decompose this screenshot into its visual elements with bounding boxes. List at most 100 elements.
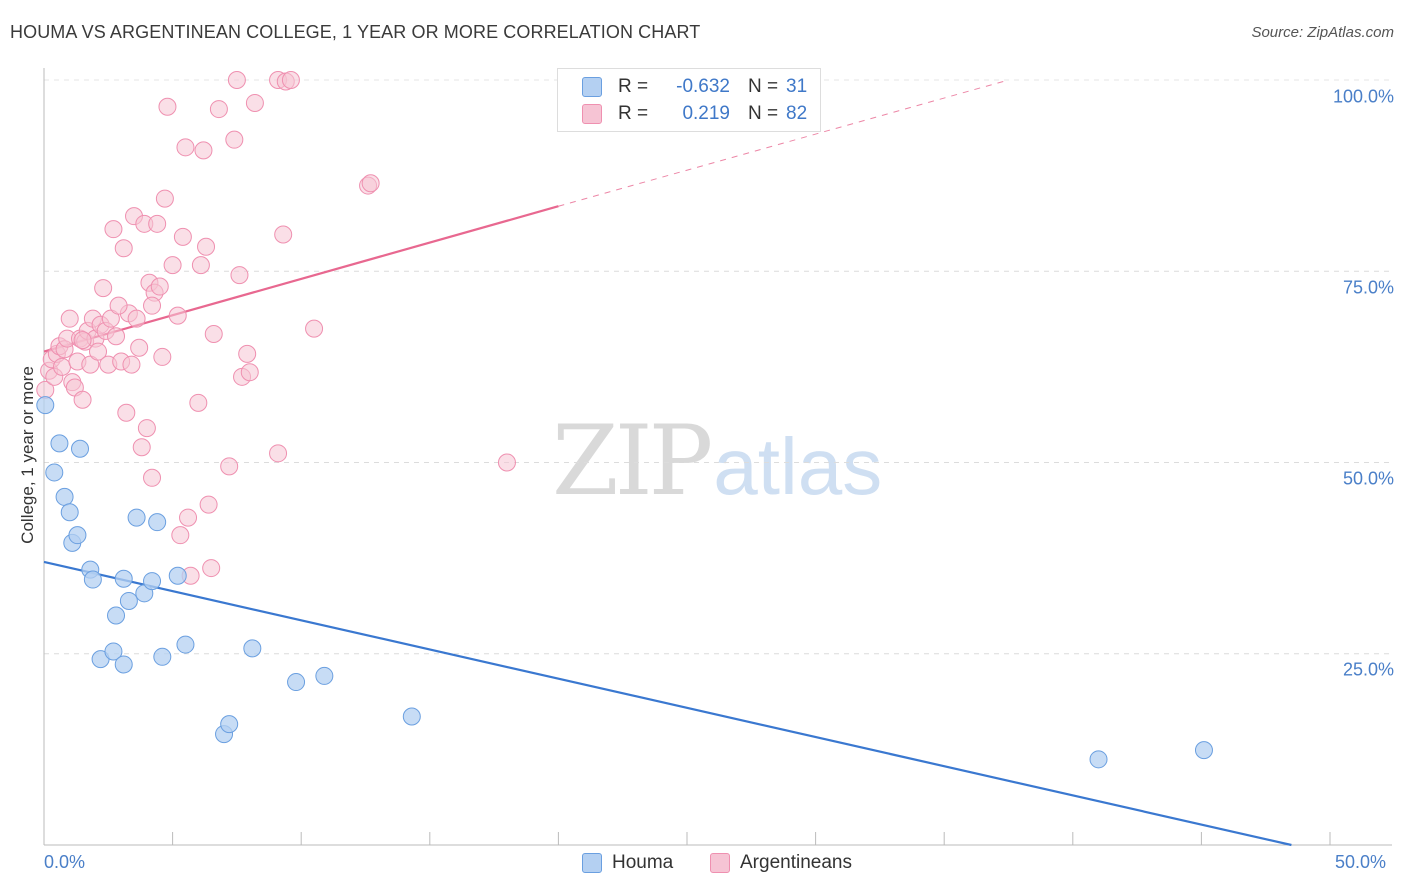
legend-n-value: 31 xyxy=(786,76,808,97)
argentineans-point xyxy=(274,225,293,244)
houma-point xyxy=(176,635,195,654)
argentineans-point xyxy=(155,189,174,208)
legend-argentineans-label: Argentineans xyxy=(740,852,852,873)
houma-point xyxy=(1089,750,1108,769)
houma-point xyxy=(68,526,87,545)
argentineans-point xyxy=(179,508,198,527)
argentineans-point xyxy=(148,214,167,233)
argentineans-point xyxy=(127,309,146,328)
houma-point xyxy=(114,655,133,674)
legend-item-houma[interactable]: Houma xyxy=(582,852,673,874)
argentineans-point xyxy=(305,319,324,338)
legend-n-value: 82 xyxy=(786,103,808,124)
source-label: Source: ZipAtlas.com xyxy=(1251,24,1394,41)
argentineans-point xyxy=(73,331,92,350)
legend-houma-label: Houma xyxy=(612,852,674,873)
chart-title: HOUMA VS ARGENTINEAN COLLEGE, 1 YEAR OR … xyxy=(10,22,701,42)
argentineans-point xyxy=(117,403,136,422)
houma-point xyxy=(50,434,69,453)
houma-point xyxy=(60,503,79,522)
houma-points xyxy=(36,396,1213,769)
houma-point xyxy=(107,606,126,625)
argentineans-point xyxy=(150,277,169,296)
argentineans-point xyxy=(137,419,156,438)
legend-n-label: N = xyxy=(748,76,779,97)
argentineans-point xyxy=(104,220,123,239)
houma-point xyxy=(83,570,102,589)
houma-point xyxy=(104,642,123,661)
houma-point xyxy=(153,647,172,666)
houma-point xyxy=(1194,741,1213,760)
argentineans-point xyxy=(109,296,128,315)
legend-item-argentineans[interactable]: Argentineans xyxy=(710,852,852,874)
argentineans-point xyxy=(89,342,108,361)
argentineans-point xyxy=(73,390,92,409)
x-tick-label: 0.0% xyxy=(44,852,86,872)
argentineans-point xyxy=(153,347,172,366)
series-legend: Houma Argentineans xyxy=(0,852,1406,876)
legend-r-label: R = xyxy=(618,76,649,97)
watermark-zip: ZIP xyxy=(552,405,713,517)
argentineans-point xyxy=(107,327,126,346)
argentineans-point xyxy=(209,100,228,119)
y-tick-label: 75.0% xyxy=(1342,277,1394,298)
legend-r-label: R = xyxy=(618,103,649,124)
houma-point xyxy=(45,463,64,482)
houma-point xyxy=(220,715,239,734)
argentineans-points xyxy=(36,71,516,585)
argentineans-point xyxy=(191,256,210,275)
axes xyxy=(43,68,1392,846)
argentineans-point xyxy=(245,93,264,112)
argentineans-point xyxy=(269,444,288,463)
argentineans-point xyxy=(281,71,300,89)
trend-lines xyxy=(43,79,1292,847)
argentineans-point xyxy=(227,71,246,89)
argentineans-point xyxy=(238,344,257,363)
argentineans-swatch-icon xyxy=(710,853,730,873)
y-tick-label: 100.0% xyxy=(1332,86,1394,107)
argentineans-point xyxy=(197,237,216,256)
argentineans-point xyxy=(158,97,177,116)
argentineans-point xyxy=(60,309,79,328)
argentineans-point xyxy=(143,468,162,487)
argentineans-point xyxy=(204,324,223,343)
correlation-legend: R = -0.632 N = 31 R = 0.219 N = 82 xyxy=(557,68,821,132)
argentineans-point xyxy=(114,239,133,258)
houma-point xyxy=(315,666,334,685)
argentineans-point xyxy=(171,526,190,545)
argentineans-point xyxy=(168,306,187,325)
argentineans-point xyxy=(189,393,208,412)
houma-point xyxy=(243,639,262,658)
houma-point xyxy=(168,566,187,585)
argentineans-point xyxy=(220,457,239,476)
y-tick-label: 25.0% xyxy=(1342,659,1394,680)
argentineans-point xyxy=(497,453,516,472)
argentineans-point xyxy=(176,138,195,157)
argentineans-swatch-icon xyxy=(582,104,602,124)
houma-point xyxy=(287,673,306,692)
argentineans-trend-line xyxy=(43,205,559,353)
argentineans-point xyxy=(132,438,151,457)
houma-trend-line xyxy=(43,560,1292,847)
watermark-atlas: atlas xyxy=(713,422,883,511)
y-tick-label: 50.0% xyxy=(1342,468,1394,489)
argentineans-point xyxy=(130,338,149,357)
houma-point xyxy=(143,572,162,591)
argentineans-point xyxy=(230,266,249,285)
houma-point xyxy=(71,439,90,458)
argentineans-point xyxy=(94,279,113,298)
argentineans-point xyxy=(53,357,72,376)
argentineans-point xyxy=(143,296,162,315)
legend-row-houma: R = -0.632 N = 31 xyxy=(582,75,807,99)
houma-swatch-icon xyxy=(582,853,602,873)
houma-point xyxy=(148,513,167,532)
houma-point xyxy=(119,591,138,610)
argentineans-point xyxy=(361,174,380,193)
argentineans-point xyxy=(240,363,259,382)
houma-point xyxy=(114,569,133,588)
legend-row-argentineans: R = 0.219 N = 82 xyxy=(582,102,807,126)
houma-point xyxy=(127,508,146,527)
legend-r-value: 0.219 xyxy=(682,103,730,124)
argentineans-point xyxy=(199,495,218,514)
